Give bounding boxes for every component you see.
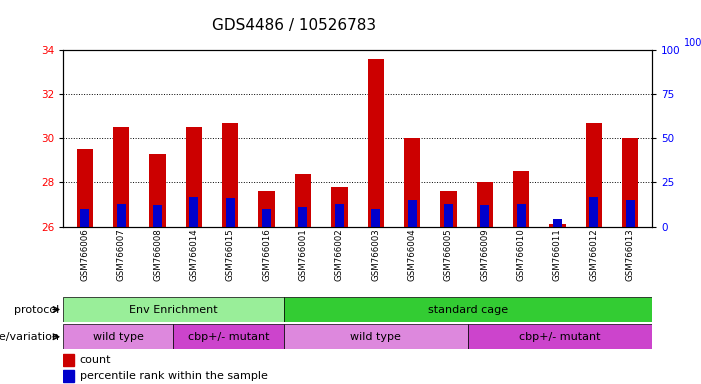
Bar <box>222 123 238 227</box>
Bar <box>117 204 125 227</box>
Text: cbp+/- mutant: cbp+/- mutant <box>519 332 601 342</box>
Text: 100%: 100% <box>684 38 701 48</box>
Bar <box>622 138 639 227</box>
Text: Env Enrichment: Env Enrichment <box>129 305 218 314</box>
Bar <box>262 209 271 227</box>
Bar <box>153 205 162 227</box>
Bar <box>585 123 602 227</box>
Bar <box>468 324 652 349</box>
Bar <box>186 127 202 227</box>
Text: wild type: wild type <box>93 332 144 342</box>
Text: GSM766012: GSM766012 <box>590 228 598 281</box>
Text: GSM766009: GSM766009 <box>480 228 489 281</box>
Bar <box>284 324 468 349</box>
Bar <box>63 370 74 382</box>
Bar <box>404 138 420 227</box>
Text: GDS4486 / 10526783: GDS4486 / 10526783 <box>212 18 376 33</box>
Bar <box>625 200 634 227</box>
Text: GSM766010: GSM766010 <box>517 228 526 281</box>
Bar <box>284 297 652 322</box>
Bar <box>553 220 562 227</box>
Bar <box>63 324 174 349</box>
Text: GSM766004: GSM766004 <box>407 228 416 281</box>
Bar <box>189 197 198 227</box>
Bar <box>517 204 526 227</box>
Text: protocol: protocol <box>13 305 59 314</box>
Bar <box>335 204 343 227</box>
Bar <box>81 209 90 227</box>
Text: GSM766014: GSM766014 <box>189 228 198 281</box>
Text: GSM766002: GSM766002 <box>335 228 343 281</box>
Bar <box>76 149 93 227</box>
Text: GSM766008: GSM766008 <box>153 228 162 281</box>
Bar <box>550 224 566 227</box>
Text: wild type: wild type <box>350 332 402 342</box>
Text: standard cage: standard cage <box>428 305 508 314</box>
Bar <box>299 207 308 227</box>
Bar <box>331 187 348 227</box>
Bar <box>477 182 493 227</box>
Text: GSM766011: GSM766011 <box>553 228 562 281</box>
Text: percentile rank within the sample: percentile rank within the sample <box>80 371 268 381</box>
Text: cbp+/- mutant: cbp+/- mutant <box>188 332 269 342</box>
Bar <box>295 174 311 227</box>
Bar <box>590 197 598 227</box>
Text: GSM766006: GSM766006 <box>81 228 90 281</box>
Bar <box>480 205 489 227</box>
Text: GSM766013: GSM766013 <box>625 228 634 281</box>
Bar <box>407 200 416 227</box>
Text: GSM766015: GSM766015 <box>226 228 235 281</box>
Text: GSM766007: GSM766007 <box>117 228 125 281</box>
Text: GSM766003: GSM766003 <box>372 228 380 281</box>
Bar <box>440 191 456 227</box>
Text: count: count <box>80 355 111 365</box>
Bar <box>259 191 275 227</box>
Bar <box>149 154 165 227</box>
Text: genotype/variation: genotype/variation <box>0 332 59 342</box>
Text: GSM766005: GSM766005 <box>444 228 453 281</box>
Bar <box>63 297 284 322</box>
Bar <box>63 354 74 366</box>
Bar <box>367 59 384 227</box>
Bar <box>226 198 235 227</box>
Text: GSM766016: GSM766016 <box>262 228 271 281</box>
Bar <box>444 204 453 227</box>
Bar <box>174 324 284 349</box>
Bar <box>513 171 529 227</box>
Bar <box>113 127 130 227</box>
Bar <box>372 209 380 227</box>
Text: GSM766001: GSM766001 <box>299 228 308 281</box>
